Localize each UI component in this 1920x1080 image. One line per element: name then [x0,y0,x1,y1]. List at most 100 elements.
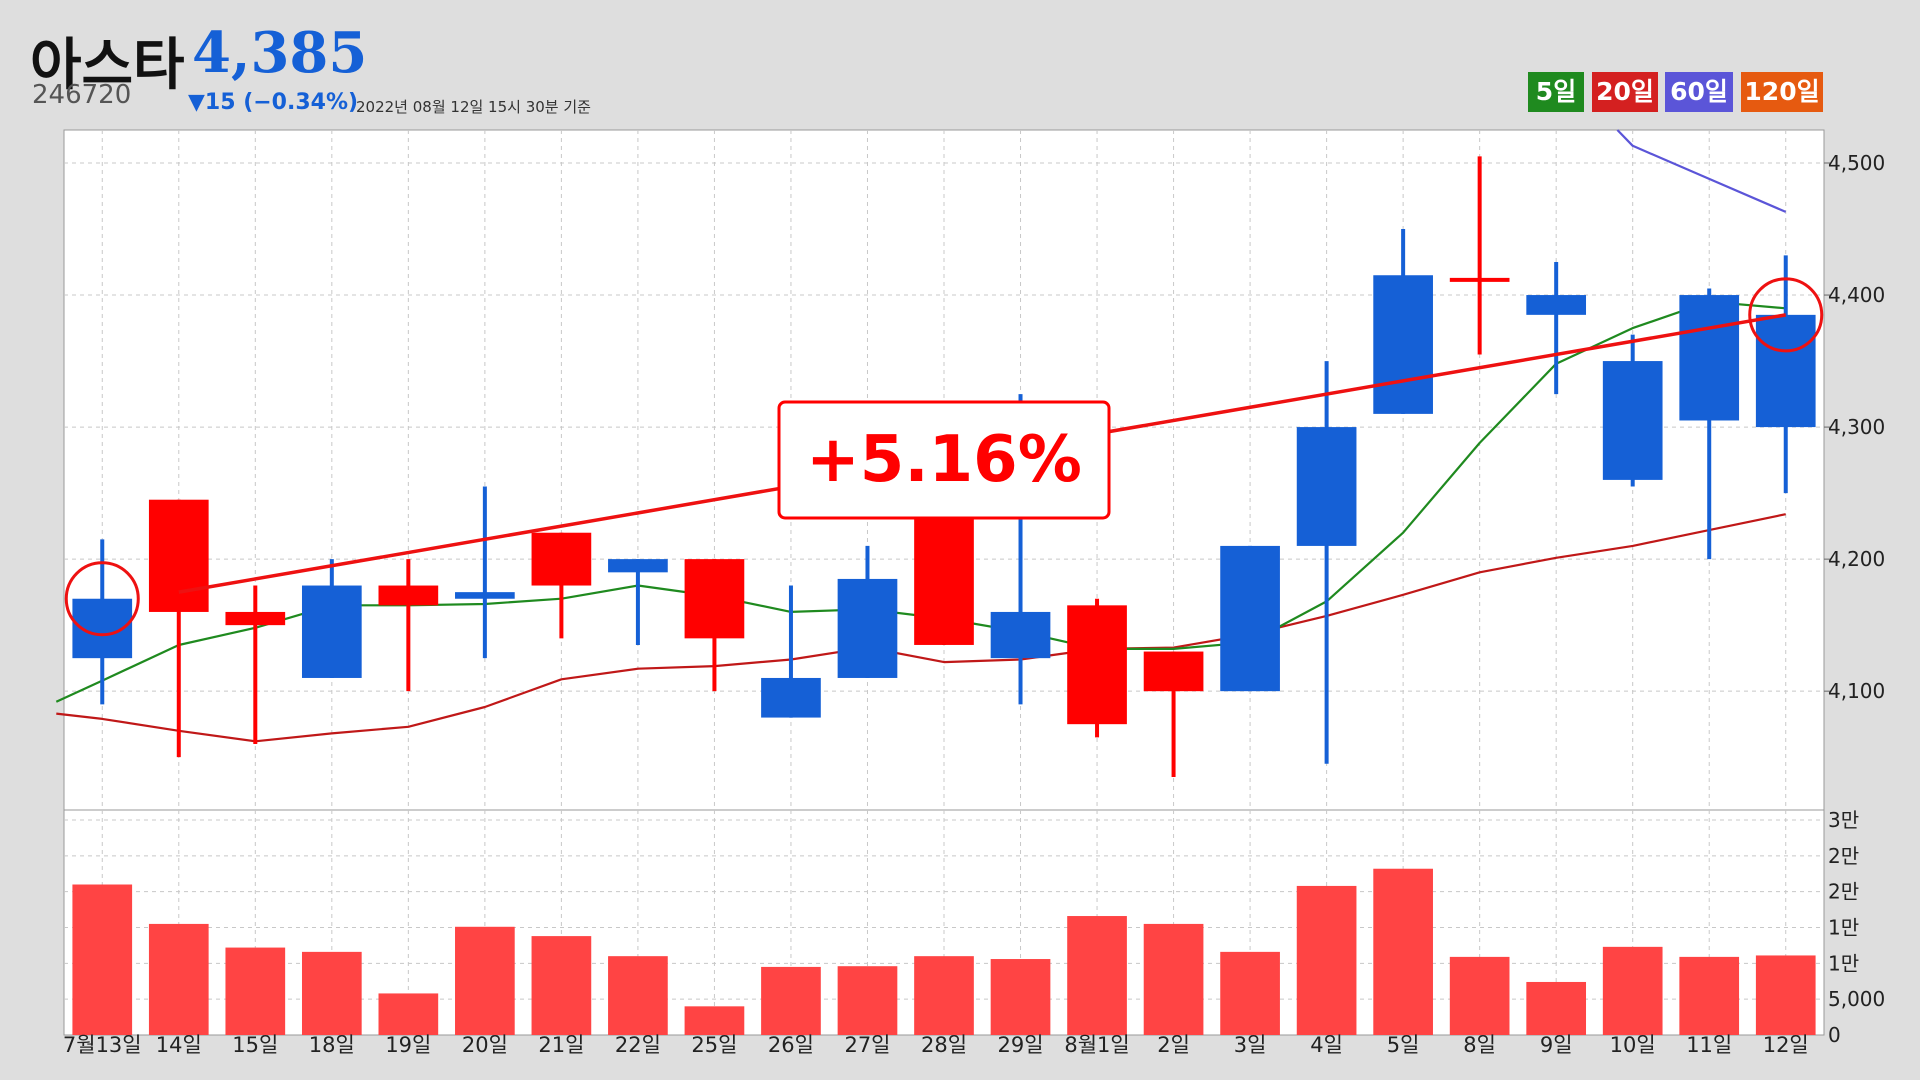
volume-bar [531,936,592,1035]
volume-bar [914,956,974,1035]
volume-tick-label: 1만 [1828,951,1859,975]
as-of-timestamp: 2022년 08월 12일 15시 30분 기준 [356,98,591,116]
volume-bar [225,947,286,1035]
volume-tick-label: 1만 [1828,916,1859,940]
volume-bar [1373,868,1433,1035]
highlight-circle [64,561,140,637]
candle-body [301,585,362,678]
x-tick-label: 4일 [1310,1033,1343,1057]
volume-bar [837,966,898,1035]
volume-bar [1602,946,1663,1035]
volume-tick-label: 0 [1828,1023,1841,1047]
x-tick-label: 14일 [156,1033,202,1057]
candle-body [761,677,821,718]
x-tick-label: 15일 [232,1033,278,1057]
volume-bar [1679,956,1740,1035]
x-tick-label: 27일 [844,1033,890,1057]
candle-body [1449,277,1510,282]
price-tick-label: 4,500 [1828,151,1885,175]
ma5-badge[interactable]: 5일 [1528,72,1584,112]
x-tick-label: 19일 [385,1033,431,1057]
volume-bar [684,1006,745,1035]
candle-body [455,592,515,599]
volume-bar [1067,916,1127,1035]
candle-body [1602,361,1663,480]
candle-body [1373,275,1433,414]
x-tick-label: 5일 [1387,1033,1420,1057]
x-tick-label: 25일 [691,1033,737,1057]
volume-bar [1143,923,1204,1035]
candle-body [1220,545,1280,692]
candle-body [684,559,745,639]
candle-body [531,532,592,586]
callout-box [777,400,1111,520]
candle-body [148,499,209,612]
x-tick-label: 11일 [1686,1033,1732,1057]
x-tick-label: 21일 [538,1033,584,1057]
volume-bar [990,959,1051,1035]
candle-body [914,512,974,645]
volume-bar [1526,981,1587,1035]
candle-body [1679,295,1740,421]
x-tick-label: 2일 [1157,1033,1190,1057]
volume-tick-label: 2만 [1828,880,1859,904]
ma120-badge[interactable]: 120일 [1741,72,1823,112]
candle-body [378,585,439,606]
candles [72,156,1816,777]
x-tick-label: 12일 [1763,1033,1809,1057]
x-tick-label: 20일 [462,1033,508,1057]
stock-name: 아스타 [30,33,185,98]
x-tick-label: 22일 [615,1033,661,1057]
x-tick-label: 29일 [997,1033,1043,1057]
x-tick-label: 10일 [1610,1033,1656,1057]
price-tick-label: 4,400 [1828,283,1885,307]
volume-bar [1296,885,1357,1035]
price-tick-label: 4,200 [1828,547,1885,571]
highlight-circle [1748,277,1824,353]
volume-bar [455,926,515,1035]
x-tick-label: 8월1일 [1064,1033,1129,1057]
x-tick-label: 28일 [921,1033,967,1057]
volume-tick-label: 5,000 [1828,987,1885,1011]
candle-body [225,611,286,626]
candle-body [1143,651,1204,692]
ma60-badge[interactable]: 60일 [1665,72,1733,112]
callout-text: +5.16% [806,423,1082,497]
volume-bar [1755,955,1816,1035]
price-change: ▼15 (−0.34%) [188,90,359,115]
x-tick-label: 18일 [309,1033,355,1057]
axes: 4,100 4,200 4,300 4,400 4,500 0 5,000 1만 1만 2만 2만 3… [63,151,1885,1057]
candle-body [1296,427,1357,546]
candle-body [837,578,898,678]
stock-code: 246720 [32,80,132,110]
volume-bar [608,956,668,1035]
volume-bar [1220,951,1280,1035]
volume-bar [1449,956,1510,1035]
price-tick-label: 4,100 [1828,679,1885,703]
x-tick-label: 9일 [1540,1033,1573,1057]
stock-price: 4,385 [192,20,368,86]
candle-body [608,559,668,573]
ma60-line [1616,129,1787,213]
x-tick-label: 7월13일 [63,1033,142,1057]
volume-tick-label: 3만 [1828,808,1859,832]
x-tick-label: 8일 [1463,1033,1496,1057]
volume-tick-label: 2만 [1828,844,1859,868]
volume-bar [761,966,821,1035]
percent-callout: +5.16% [777,400,1111,520]
ma20-badge[interactable]: 20일 [1592,72,1658,112]
ma20-line [56,513,1786,743]
x-tick-label: 26일 [768,1033,814,1057]
candle-body [1526,295,1587,315]
price-tick-label: 4,300 [1828,415,1885,439]
volume-bar [148,923,209,1035]
candle-body [990,611,1051,659]
volume-bars [72,868,1816,1035]
x-tick-label: 3일 [1234,1033,1267,1057]
candle-body [1755,314,1816,428]
volume-bar [301,951,362,1035]
volume-bar [378,993,439,1035]
volume-bar [72,884,133,1035]
candle-body [1067,605,1127,725]
